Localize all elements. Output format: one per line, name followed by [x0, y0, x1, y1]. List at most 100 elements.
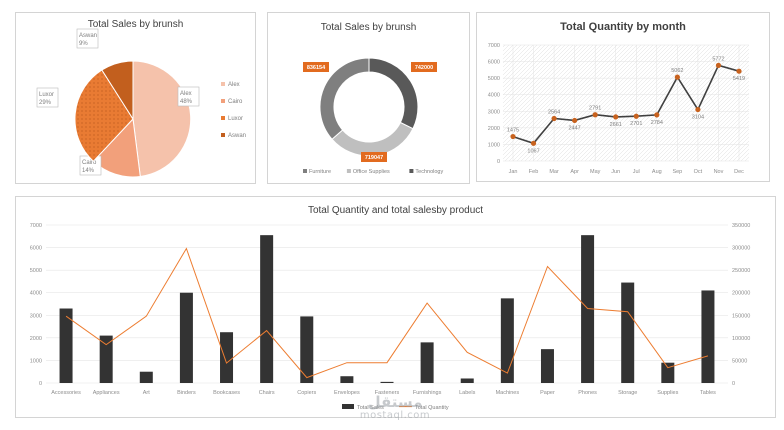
watermark: مستقل mostaql.com — [340, 393, 450, 422]
combo-line-series — [65, 247, 709, 379]
line-y-tick: 6000 — [488, 60, 500, 66]
combo-y-right-tick: 100000 — [732, 336, 750, 342]
combo-legend-line-label: Total Quantity — [415, 405, 449, 411]
watermark-arabic: مستقل — [367, 393, 423, 411]
line-x-tick: Apr — [570, 169, 579, 175]
line-data-label: 3104 — [692, 115, 704, 121]
combo-y-left-tick: 4000 — [30, 291, 42, 297]
combo-chart-title: Total Quantity and total salesby product — [307, 205, 484, 216]
doughnut-legend-label: Technology — [415, 169, 443, 175]
combo-y-right-tick: 300000 — [732, 246, 750, 252]
line-x-tick: Mar — [549, 169, 559, 175]
combo-x-tick: Fasteners — [375, 390, 400, 396]
doughnut-chart-title: Total Sales by brunsh — [320, 22, 417, 33]
combo-bar — [540, 349, 554, 383]
combo-bar — [340, 376, 354, 383]
pie-label-box — [76, 28, 99, 49]
pie-legend-swatch — [221, 82, 225, 86]
combo-y-right-tick: 50000 — [732, 358, 747, 364]
pie-legend-label: Aswan — [228, 133, 246, 139]
line-point — [695, 106, 701, 113]
pie-label-value: 9% — [79, 41, 88, 47]
line-y-tick: 1000 — [488, 142, 500, 148]
pie-label-name: Aswan — [79, 33, 97, 39]
doughnut-chart-panel: Total Sales by brunsh 742000 719047 836154… — [267, 12, 470, 184]
pie-chart-panel: Total Sales by brunsh Alex 48% Cairo 14% Lux… — [15, 12, 256, 184]
line-chart-title: Total Quantity by month — [560, 21, 686, 33]
combo-y-right-tick: 150000 — [732, 313, 750, 319]
line-x-tick: Jun — [611, 169, 620, 175]
combo-y-right-tick: 200000 — [732, 291, 750, 297]
combo-y-left-tick: 7000 — [30, 223, 42, 229]
line-chart-panel: Total Quantity by month 0 1000 2000 3000 400… — [476, 12, 770, 182]
doughnut-legend-swatch — [346, 169, 351, 173]
combo-bar — [220, 332, 234, 383]
doughnut-chart: 742000 719047 836154 Furniture Office Suppli… — [303, 57, 443, 175]
combo-x-tick: Copiers — [297, 390, 316, 396]
line-data-label: 2564 — [548, 110, 560, 116]
line-data-label: 5419 — [733, 76, 745, 82]
doughnut-label-value: 719047 — [365, 155, 383, 161]
line-data-label: 2701 — [630, 121, 642, 127]
combo-bar — [59, 308, 73, 383]
combo-legend-bar-label: Total Sales — [357, 405, 384, 411]
line-x-tick: Aug — [652, 169, 662, 175]
pie-slice-luxor — [74, 69, 134, 163]
line-point — [613, 114, 619, 120]
line-data-label: 2784 — [651, 120, 663, 126]
pie-chart: Alex 48% Cairo 14% Luxor 29% Aswan 9% Alex Cairo L… — [36, 28, 246, 178]
pie-legend-label: Alex — [228, 82, 240, 88]
line-x-tick: Feb — [529, 169, 538, 175]
line-point — [551, 115, 557, 122]
combo-bar — [420, 342, 434, 383]
combo-y-right-tick: 250000 — [732, 268, 750, 274]
pie-label-name: Cairo — [82, 160, 97, 166]
doughnut-label-value: 836154 — [307, 65, 326, 71]
line-data-label: 2791 — [589, 106, 601, 112]
doughnut-label-box — [303, 62, 329, 72]
line-data-label: 2447 — [569, 125, 581, 131]
line-data-label: 1067 — [527, 148, 539, 154]
combo-bar — [581, 235, 595, 383]
combo-bar — [260, 235, 274, 383]
combo-bar — [661, 362, 675, 383]
line-point — [592, 112, 598, 118]
pie-legend-swatch — [221, 133, 225, 137]
combo-y-left-tick: 3000 — [30, 313, 42, 319]
line-y-tick: 3000 — [488, 109, 500, 115]
combo-y-left-tick: 1000 — [30, 358, 42, 364]
line-x-tick: Oct — [694, 169, 703, 175]
pie-label-box — [36, 87, 59, 108]
combo-chart-panel: Total Quantity and total salesby product… — [15, 196, 776, 418]
line-data-label: 5062 — [671, 68, 683, 74]
doughnut-label-value: 742000 — [415, 65, 433, 71]
pie-legend-label: Luxor — [228, 116, 243, 122]
combo-bar — [300, 316, 314, 383]
doughnut-slice-office-supplies — [331, 121, 414, 157]
pie-legend-label: Cairo — [228, 99, 243, 105]
line-point — [530, 140, 537, 146]
combo-y-left-tick: 2000 — [30, 336, 42, 342]
combo-x-tick: Furnishings — [413, 390, 442, 396]
combo-chart: 0 1000 2000 3000 4000 5000 6000 7000 0 50000 10000… — [30, 223, 751, 411]
line-x-tick: Dec — [734, 169, 744, 175]
pie-label-value: 29% — [39, 100, 52, 106]
combo-x-tick: Labels — [459, 390, 475, 396]
combo-legend-bar-swatch — [342, 404, 354, 409]
combo-x-tick: Tables — [700, 390, 716, 396]
pie-chart-title: Total Sales by brunsh — [87, 19, 184, 30]
line-chart: 0 1000 2000 3000 4000 5000 6000 7000 Jan Feb Mar Ap… — [488, 43, 749, 175]
line-point — [633, 113, 639, 119]
line-x-tick: Jan — [509, 169, 518, 175]
combo-x-tick: Bookcases — [213, 390, 240, 396]
line-point — [510, 133, 516, 140]
watermark-latin: mostaql.com — [359, 410, 431, 421]
combo-x-tick: Chairs — [259, 390, 275, 396]
combo-x-tick: Supplies — [657, 390, 678, 396]
line-series — [512, 64, 740, 145]
doughnut-slice-furniture — [319, 57, 370, 140]
line-plot-area — [503, 45, 749, 161]
line-point — [736, 68, 742, 74]
line-y-tick: 2000 — [488, 126, 500, 132]
pie-label-value: 48% — [180, 99, 193, 105]
